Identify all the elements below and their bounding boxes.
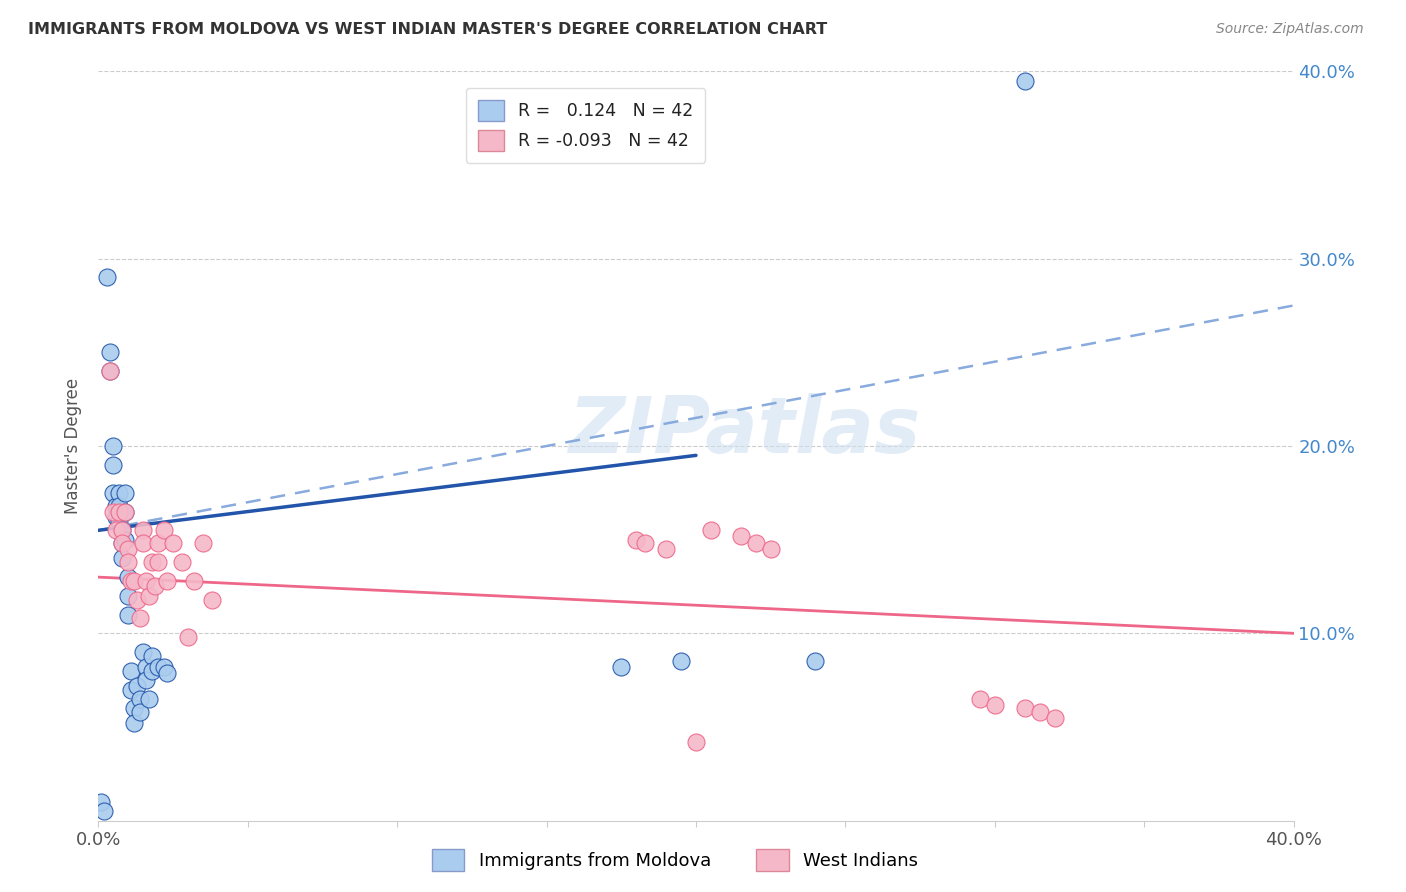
Point <box>700 524 723 538</box>
Point <box>138 692 160 706</box>
Point <box>127 679 149 693</box>
Point <box>117 589 139 603</box>
Point <box>111 524 134 538</box>
Point <box>141 664 163 678</box>
Y-axis label: Master's Degree: Master's Degree <box>65 378 83 514</box>
Point <box>141 648 163 663</box>
Point <box>124 701 146 715</box>
Point <box>96 270 118 285</box>
Point <box>132 645 155 659</box>
Point <box>105 499 128 513</box>
Point <box>117 542 139 557</box>
Point <box>111 524 134 538</box>
Point <box>114 505 136 519</box>
Point <box>135 660 157 674</box>
Point <box>156 574 179 588</box>
Point <box>685 735 707 749</box>
Point <box>114 505 136 519</box>
Point <box>634 536 657 550</box>
Point <box>759 542 782 557</box>
Text: Source: ZipAtlas.com: Source: ZipAtlas.com <box>1216 22 1364 37</box>
Point <box>804 655 827 669</box>
Point <box>98 364 122 378</box>
Point <box>108 486 131 500</box>
Point <box>655 542 678 557</box>
Point <box>1043 710 1066 724</box>
Point <box>969 692 991 706</box>
Point <box>108 499 131 513</box>
Point <box>610 660 633 674</box>
Point <box>103 505 125 519</box>
Point <box>183 574 205 588</box>
Point <box>153 524 176 538</box>
Point <box>120 574 142 588</box>
Point <box>153 660 176 674</box>
Point <box>135 574 157 588</box>
Point <box>156 665 179 680</box>
Point <box>117 570 139 584</box>
Point <box>120 664 142 678</box>
Point <box>148 536 170 550</box>
Point <box>191 536 214 550</box>
Point <box>105 510 128 524</box>
Point <box>1014 701 1036 715</box>
Point <box>148 555 170 569</box>
Point <box>98 345 122 359</box>
Point <box>114 533 136 547</box>
Point <box>103 439 125 453</box>
Point <box>117 607 139 622</box>
Point <box>138 589 160 603</box>
Point <box>111 551 134 566</box>
Point <box>141 555 163 569</box>
Point <box>135 673 157 688</box>
Point <box>669 655 692 669</box>
Point <box>98 364 122 378</box>
Point <box>108 505 131 519</box>
Point <box>111 536 134 550</box>
Point <box>127 592 149 607</box>
Point <box>132 524 155 538</box>
Point <box>143 580 166 594</box>
Point <box>124 574 146 588</box>
Point <box>129 611 152 625</box>
Point <box>201 592 224 607</box>
Point <box>148 660 170 674</box>
Point <box>117 555 139 569</box>
Legend: Immigrants from Moldova, West Indians: Immigrants from Moldova, West Indians <box>425 842 925 879</box>
Point <box>90 795 112 809</box>
Point <box>105 524 128 538</box>
Point <box>1014 74 1036 88</box>
Text: ZIPatlas: ZIPatlas <box>568 393 920 469</box>
Point <box>745 536 768 550</box>
Point <box>114 486 136 500</box>
Point <box>984 698 1007 712</box>
Point <box>132 536 155 550</box>
Point <box>124 716 146 731</box>
Point <box>172 555 194 569</box>
Point <box>93 805 115 819</box>
Point <box>120 682 142 697</box>
Point <box>129 692 152 706</box>
Text: IMMIGRANTS FROM MOLDOVA VS WEST INDIAN MASTER'S DEGREE CORRELATION CHART: IMMIGRANTS FROM MOLDOVA VS WEST INDIAN M… <box>28 22 827 37</box>
Point <box>1028 705 1050 719</box>
Point <box>103 486 125 500</box>
Point <box>129 705 152 719</box>
Point <box>162 536 184 550</box>
Point <box>177 630 200 644</box>
Point <box>730 529 752 543</box>
Legend: R =   0.124   N = 42, R = -0.093   N = 42: R = 0.124 N = 42, R = -0.093 N = 42 <box>465 87 706 163</box>
Point <box>626 533 648 547</box>
Point <box>108 514 131 528</box>
Point <box>111 536 134 550</box>
Point <box>103 458 125 472</box>
